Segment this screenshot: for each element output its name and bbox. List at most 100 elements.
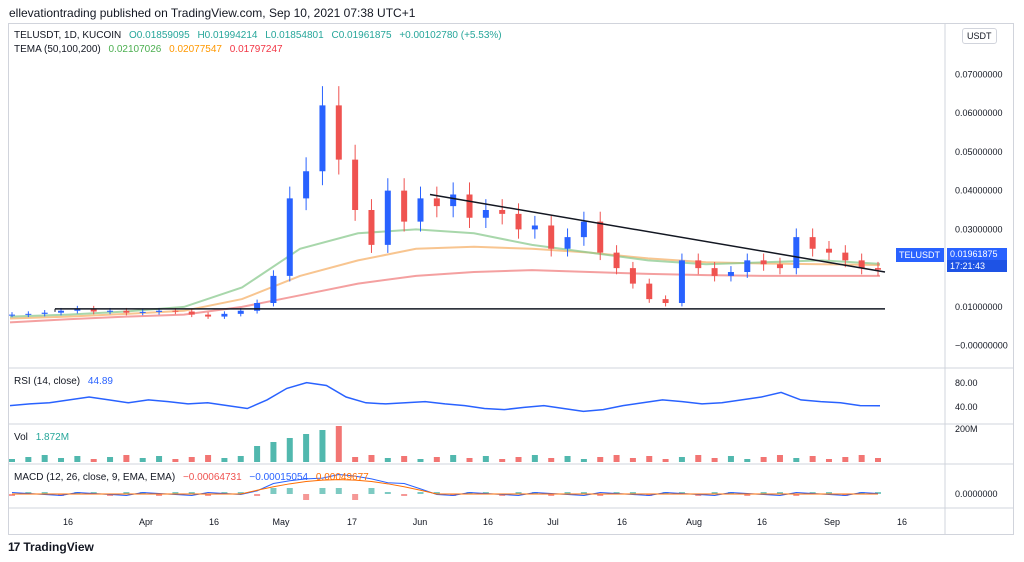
countdown-tag: 17:21:43	[947, 260, 1007, 272]
tema-value-2: 0.02077547	[169, 44, 222, 55]
volume-bar	[352, 457, 359, 462]
volume-bar	[629, 458, 636, 462]
rsi-legend: RSI (14, close) 44.89	[14, 376, 118, 387]
candle-body	[646, 283, 653, 300]
volume-bar	[531, 455, 538, 462]
x-tick-label: 16	[209, 517, 219, 527]
volume-bar	[662, 459, 669, 462]
candle-body	[286, 198, 293, 276]
macd-histogram-bar	[793, 494, 800, 496]
x-tick-label: 16	[617, 517, 627, 527]
macd-histogram-bar	[9, 494, 15, 496]
candle-body	[515, 213, 522, 230]
tema-value-3: 0.01797247	[229, 44, 283, 55]
volume-bar	[597, 457, 604, 462]
volume-bar	[221, 458, 228, 462]
publisher-line: ellevationtrading published on TradingVi…	[9, 6, 416, 20]
candle-body	[825, 248, 832, 253]
legend-close: C0.01961875	[331, 30, 392, 41]
macd-histogram-bar	[319, 488, 326, 494]
y-tick-label: 0.06000000	[955, 108, 1003, 118]
candle-body	[613, 252, 620, 269]
x-tick-label: 17	[347, 517, 357, 527]
volume-bar	[188, 457, 195, 462]
candle-body	[172, 310, 179, 312]
candle-body	[417, 198, 424, 222]
candle-body	[270, 275, 277, 303]
macd-histogram-bar	[515, 492, 522, 494]
y-tick-label: −0.00000000	[955, 341, 1008, 351]
candle-body	[499, 210, 506, 214]
volume-bar	[58, 458, 65, 462]
candle-body	[809, 237, 816, 249]
macd-histogram-bar	[580, 492, 587, 494]
candle-body	[858, 260, 865, 269]
vol-tick-label: 200M	[955, 424, 978, 434]
volume-bar	[123, 455, 130, 462]
x-tick-label: 16	[483, 517, 493, 527]
candle-body	[744, 260, 751, 272]
x-tick-label: Aug	[686, 517, 702, 527]
volume-bar	[384, 458, 391, 462]
rsi-tick-label: 40.00	[955, 402, 978, 412]
candle-body	[74, 308, 81, 311]
x-tick-label: 16	[63, 517, 73, 527]
macd-histogram-bar	[417, 492, 424, 494]
symbol-tag: TELUSDT	[896, 248, 944, 262]
candle-body	[727, 272, 734, 276]
candle-body	[842, 252, 849, 261]
macd-value-1: −0.00064731	[182, 472, 242, 483]
candle-body	[237, 310, 244, 314]
candle-body	[548, 225, 555, 249]
volume-bar	[744, 459, 751, 462]
main-legend: TELUSDT, 1D, KUCOIN O0.01859095 H0.01994…	[14, 30, 507, 41]
macd-histogram-bar	[270, 488, 277, 494]
volume-bar	[858, 455, 865, 462]
macd-histogram-bar	[335, 488, 342, 494]
volume-bar	[548, 458, 555, 462]
footer-brand: TradingView	[23, 540, 94, 554]
volume-bar	[695, 455, 702, 462]
candle-body	[221, 313, 228, 317]
y-tick-label: 0.03000000	[955, 224, 1003, 234]
volume-bar	[433, 457, 440, 462]
legend-low: L0.01854801	[265, 30, 324, 41]
resistance-trendline	[429, 193, 886, 273]
vol-legend: Vol 1.872M	[14, 432, 74, 443]
chart-frame[interactable]	[8, 23, 1014, 535]
rsi-tick-label: 80.00	[955, 378, 978, 388]
candle-body	[662, 299, 669, 303]
rsi-line	[9, 381, 881, 413]
volume-bar	[9, 459, 15, 462]
candle-body	[123, 310, 130, 313]
y-tick-label: 0.01000000	[955, 302, 1003, 312]
candle-body	[793, 237, 800, 269]
legend-high: H0.01994214	[197, 30, 258, 41]
volume-bar	[156, 456, 163, 462]
candle-body	[9, 314, 15, 316]
footer[interactable]: 17 TradingView	[8, 540, 94, 554]
volume-bar	[646, 456, 653, 462]
volume-bar	[711, 458, 718, 462]
volume-bar	[417, 459, 424, 462]
legend-change: +0.00102780 (+5.53%)	[399, 30, 502, 41]
legend-symbol: TELUSDT, 1D, KUCOIN	[14, 30, 122, 41]
candle-body	[531, 225, 538, 230]
macd-line	[11, 473, 879, 497]
macd-histogram-bar	[303, 494, 310, 500]
candle-body	[711, 268, 718, 276]
candle-body	[695, 260, 702, 269]
macd-histogram-bar	[123, 492, 130, 494]
currency-button[interactable]: USDT	[962, 28, 997, 44]
macd-histogram-bar	[172, 492, 179, 494]
volume-bar	[107, 457, 114, 462]
candle-body	[107, 310, 114, 312]
macd-histogram-bar	[548, 494, 555, 496]
vol-value: 1.872M	[35, 432, 70, 443]
tema-200-line	[9, 269, 880, 324]
rsi-value: 44.89	[87, 376, 113, 387]
candle-body	[482, 210, 489, 218]
candle-body	[58, 310, 65, 313]
y-tick-label: 0.04000000	[955, 186, 1003, 196]
